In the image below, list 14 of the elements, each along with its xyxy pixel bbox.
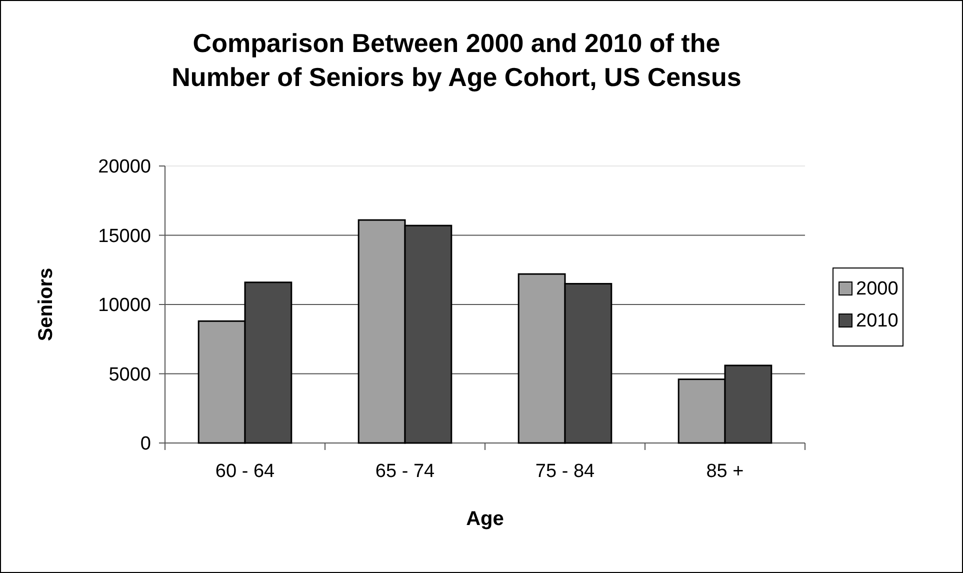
y-tick-label: 0	[140, 434, 151, 455]
x-tick-label: 85 +	[706, 461, 744, 482]
legend-label: 2000	[856, 278, 898, 300]
x-tick-label: 65 - 74	[375, 461, 436, 482]
x-tick-label: 60 - 64	[215, 461, 276, 482]
x-axis-title: Age	[466, 508, 504, 530]
y-tick-label: 5000	[108, 364, 151, 386]
chart-title: Comparison Between 2000 and 2010 of the Number of Seniors by Age Cohort, US Census	[172, 28, 742, 92]
y-tick-label: 15000	[98, 226, 151, 247]
x-tick-label: 75 - 84	[535, 461, 596, 482]
y-tick-label: 10000	[98, 295, 151, 316]
legend-label: 2010	[856, 310, 898, 332]
y-tick-label: 20000	[98, 156, 151, 178]
y-axis-title: Seniors	[35, 268, 57, 342]
